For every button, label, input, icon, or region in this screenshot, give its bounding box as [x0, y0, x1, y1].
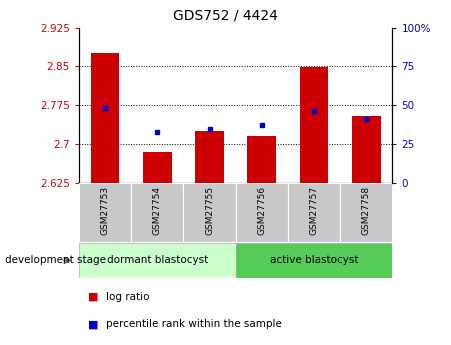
Bar — [195, 131, 224, 183]
Bar — [91, 53, 120, 183]
Text: ■: ■ — [88, 319, 98, 329]
Bar — [79, 183, 131, 242]
Bar — [352, 116, 381, 183]
Text: development stage: development stage — [5, 256, 106, 265]
Bar — [131, 183, 184, 242]
Bar — [340, 183, 392, 242]
Bar — [236, 183, 288, 242]
Text: percentile rank within the sample: percentile rank within the sample — [106, 319, 282, 329]
Bar — [248, 136, 276, 183]
Text: log ratio: log ratio — [106, 292, 149, 302]
Text: active blastocyst: active blastocyst — [270, 256, 358, 265]
Text: GSM27758: GSM27758 — [362, 186, 371, 235]
Text: GSM27757: GSM27757 — [309, 186, 318, 235]
Bar — [143, 152, 172, 183]
Bar — [299, 68, 328, 183]
Text: ■: ■ — [88, 292, 98, 302]
Text: GDS752 / 4424: GDS752 / 4424 — [173, 9, 278, 23]
Text: GSM27756: GSM27756 — [257, 186, 266, 235]
Text: GSM27755: GSM27755 — [205, 186, 214, 235]
Bar — [79, 243, 236, 278]
Text: dormant blastocyst: dormant blastocyst — [106, 256, 208, 265]
Text: GSM27754: GSM27754 — [153, 186, 162, 235]
Bar — [288, 183, 340, 242]
Bar — [184, 183, 236, 242]
Text: GSM27753: GSM27753 — [101, 186, 110, 235]
Bar — [236, 243, 392, 278]
